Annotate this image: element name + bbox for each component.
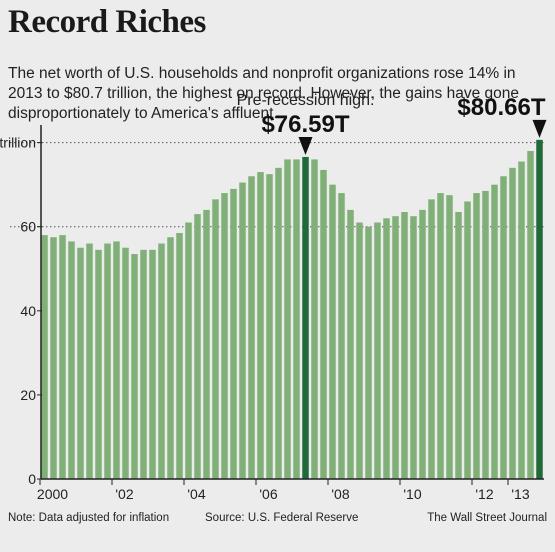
bar bbox=[419, 209, 426, 479]
bar bbox=[176, 233, 183, 479]
chart-subtitle: The net worth of U.S. households and non… bbox=[8, 65, 519, 122]
bar bbox=[140, 249, 147, 479]
bar bbox=[203, 209, 210, 479]
x-tick-label: '10 bbox=[403, 486, 421, 502]
bar bbox=[527, 151, 534, 479]
bar bbox=[95, 249, 102, 479]
bar bbox=[410, 216, 417, 479]
bar bbox=[392, 216, 399, 479]
bar bbox=[356, 222, 363, 479]
bar bbox=[464, 201, 471, 479]
bar bbox=[302, 156, 309, 480]
bar bbox=[428, 199, 435, 479]
bar bbox=[266, 174, 273, 479]
bar bbox=[338, 193, 345, 479]
bar bbox=[437, 193, 444, 479]
bar bbox=[194, 214, 201, 480]
bar bbox=[518, 161, 525, 480]
bar bbox=[446, 195, 453, 480]
y-tick-label: 20 bbox=[20, 387, 36, 403]
bar bbox=[113, 241, 120, 479]
y-tick-label: 60 bbox=[20, 219, 36, 235]
y-tick-label: $80 trillion bbox=[0, 135, 36, 151]
x-tick-label: '13 bbox=[511, 486, 529, 502]
annotation-label: Pre-recession high: bbox=[237, 92, 375, 109]
bar bbox=[104, 243, 111, 479]
bar bbox=[509, 167, 516, 479]
bar bbox=[329, 184, 336, 479]
bar bbox=[221, 193, 228, 479]
bar bbox=[50, 237, 57, 479]
bar bbox=[491, 184, 498, 479]
bar bbox=[248, 176, 255, 480]
bar bbox=[383, 218, 390, 479]
bar bbox=[320, 169, 327, 479]
bar bbox=[149, 249, 156, 479]
bar bbox=[455, 211, 462, 480]
bar bbox=[284, 159, 291, 480]
bar bbox=[68, 241, 75, 479]
bar bbox=[158, 243, 165, 479]
bar bbox=[212, 199, 219, 479]
bar bbox=[167, 237, 174, 479]
chart-title: Record Riches bbox=[8, 4, 206, 40]
bar bbox=[41, 235, 48, 479]
bar bbox=[347, 209, 354, 479]
bar bbox=[185, 222, 192, 479]
y-tick-label: 0 bbox=[28, 471, 36, 487]
bar bbox=[122, 247, 129, 479]
bar bbox=[293, 159, 300, 480]
footer-source: Source: U.S. Federal Reserve bbox=[205, 512, 359, 524]
annotation-arrow bbox=[298, 136, 313, 155]
x-tick-label: '02 bbox=[115, 486, 133, 502]
x-tick-label: '12 bbox=[475, 486, 493, 502]
bar bbox=[473, 193, 480, 479]
x-tick-label: 2000 bbox=[37, 486, 68, 502]
bar bbox=[77, 247, 84, 479]
bar bbox=[59, 235, 66, 479]
annotation-value: $80.66T bbox=[457, 94, 545, 121]
bar bbox=[482, 190, 489, 479]
x-tick-label: '04 bbox=[187, 486, 205, 502]
bar bbox=[365, 226, 372, 479]
bar bbox=[401, 211, 408, 480]
x-tick-label: '06 bbox=[259, 486, 277, 502]
bar bbox=[500, 176, 507, 480]
bar bbox=[257, 172, 264, 479]
y-tick-label: 40 bbox=[20, 303, 36, 319]
footer-note: Note: Data adjusted for inflation bbox=[8, 512, 170, 524]
bar bbox=[311, 159, 318, 480]
bar bbox=[131, 254, 138, 479]
x-tick-label: '08 bbox=[331, 486, 349, 502]
annotation-arrow bbox=[532, 119, 547, 138]
footer-credit: The Wall Street Journal bbox=[427, 512, 547, 524]
bar bbox=[230, 188, 237, 479]
bar bbox=[275, 167, 282, 479]
bar bbox=[86, 243, 93, 479]
bar bbox=[374, 222, 381, 479]
bar bbox=[239, 182, 246, 479]
annotation-value: $76.59T bbox=[261, 111, 349, 138]
bar bbox=[536, 139, 543, 479]
